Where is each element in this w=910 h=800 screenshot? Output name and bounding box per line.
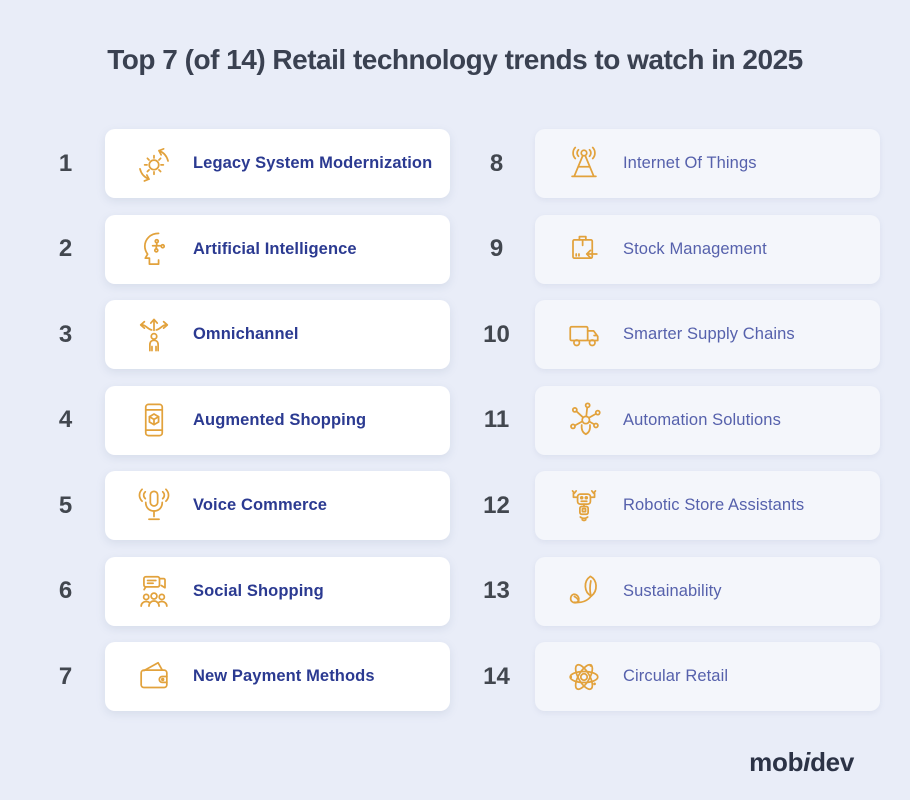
trend-label: Legacy System Modernization [193,154,433,172]
trend-number-1: 1 [58,149,73,177]
trend-card-circular-retail: Circular Retail [535,642,880,711]
trend-label: Internet Of Things [623,154,757,172]
ar-phone-icon [132,398,176,442]
trend-card-legacy-system-modernization: Legacy System Modernization [105,129,450,198]
trend-number-6: 6 [58,577,73,604]
trend-label: Omnichannel [193,325,299,343]
stock-box-icon [562,227,606,271]
trend-card-sustainability: Sustainability [535,556,880,626]
trend-label: Automation Solutions [623,410,781,429]
wallet-icon [132,655,176,699]
trend-card-smarter-supply-chains: Smarter Supply Chains [535,300,880,369]
trends-grid: 1 Legacy System Modernization 8 [0,129,880,711]
trend-label: Voice Commerce [193,496,328,514]
trend-number-5: 5 [58,491,73,519]
trend-number-14: 14 [483,662,510,690]
trend-label: Augmented Shopping [193,410,367,429]
trend-number-9: 9 [489,235,504,262]
trend-card-internet-of-things: Internet Of Things [535,129,880,198]
atom-icon [562,655,606,699]
trend-number-4: 4 [58,406,73,433]
social-chat-icon [132,569,176,613]
trend-number-2: 2 [58,235,73,262]
trend-label: Sustainability [623,581,722,600]
trend-number-3: 3 [58,320,73,348]
trend-label: Robotic Store Assistants [623,496,805,514]
trend-label: Circular Retail [623,667,729,685]
trend-card-augmented-shopping: Augmented Shopping [105,385,450,455]
leaves-icon [562,569,606,613]
logo-prefix: mob [749,747,804,777]
trend-card-artificial-intelligence: Artificial Intelligence [105,214,450,284]
automation-network-icon [562,398,606,442]
trend-number-12: 12 [483,491,510,519]
trend-card-new-payment-methods: New Payment Methods [105,642,450,711]
trend-card-social-shopping: Social Shopping [105,556,450,626]
trend-label: Stock Management [623,239,767,258]
robot-icon [562,484,606,528]
page-title: Top 7 (of 14) Retail technology trends t… [107,44,803,75]
trend-card-omnichannel: Omnichannel [105,300,450,369]
trend-card-stock-management: Stock Management [535,214,880,284]
logo-suffix: dev [810,747,854,777]
mobidev-logo: mobidev [749,747,854,778]
trend-number-13: 13 [483,577,510,604]
trend-label: New Payment Methods [193,667,375,685]
trend-number-7: 7 [58,662,73,690]
gear-sync-icon [132,142,176,186]
trend-card-automation-solutions: Automation Solutions [535,385,880,455]
trend-label: Smarter Supply Chains [623,325,795,343]
omnichannel-arrows-icon [132,313,176,357]
trend-number-10: 10 [483,320,510,348]
trend-number-8: 8 [489,149,504,177]
logo-middle: i [803,747,811,777]
delivery-truck-icon [562,313,606,357]
trend-card-voice-commerce: Voice Commerce [105,471,450,540]
trend-label: Social Shopping [193,581,324,600]
ai-head-icon [132,227,176,271]
trend-number-11: 11 [483,406,510,433]
trend-label: Artificial Intelligence [193,239,357,258]
microphone-icon [132,484,176,528]
antenna-icon [562,142,606,186]
trend-card-robotic-store-assistants: Robotic Store Assistants [535,471,880,540]
